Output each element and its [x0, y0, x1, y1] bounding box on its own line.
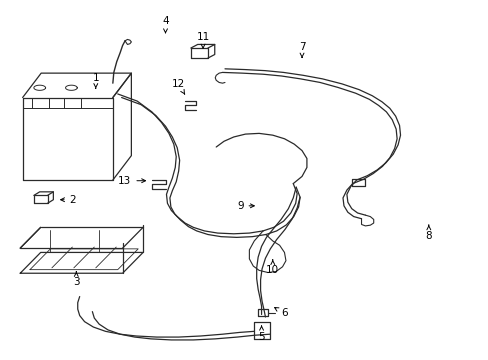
Text: 1: 1: [92, 73, 99, 88]
Text: 9: 9: [236, 201, 254, 211]
Text: 5: 5: [258, 326, 264, 342]
Text: 6: 6: [274, 307, 287, 318]
Text: 2: 2: [61, 195, 76, 205]
Text: 10: 10: [265, 260, 279, 275]
Text: 3: 3: [73, 272, 80, 287]
Text: 8: 8: [425, 225, 431, 240]
Text: 4: 4: [162, 17, 168, 33]
Text: 12: 12: [171, 79, 184, 94]
Text: 11: 11: [196, 32, 209, 48]
Text: 13: 13: [118, 176, 145, 186]
Text: 7: 7: [298, 42, 305, 57]
